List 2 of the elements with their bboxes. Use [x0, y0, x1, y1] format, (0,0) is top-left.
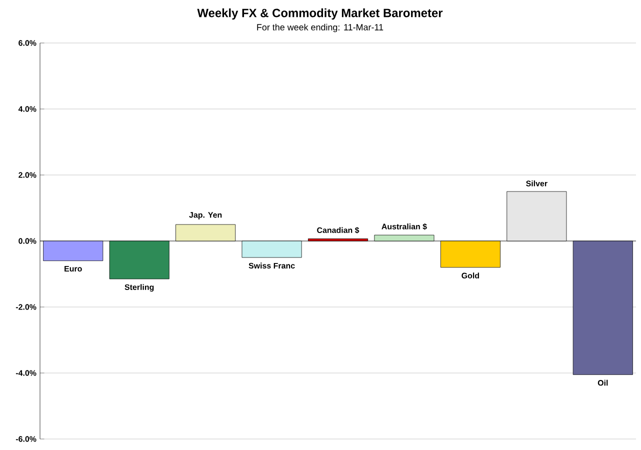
chart-subtitle: For the week ending: 11-Mar-11 — [257, 24, 384, 32]
chart-title: Weekly FX & Commodity Market Barometer — [197, 8, 443, 20]
